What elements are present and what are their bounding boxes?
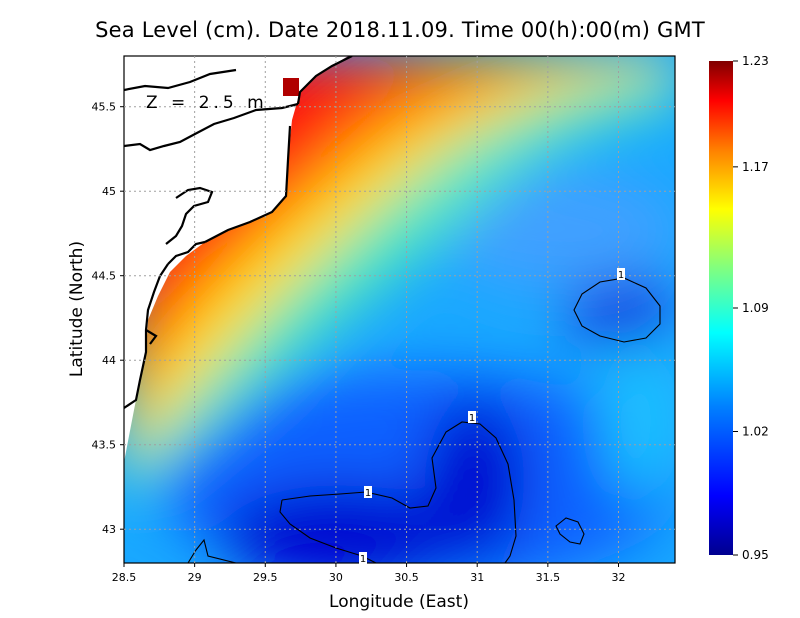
x-tick-label: 30	[329, 571, 343, 584]
contour-labels: 1 1 1 1	[359, 268, 625, 565]
colorbar-tick-label: 1.02	[742, 425, 769, 439]
contour-label-bg	[617, 268, 625, 280]
x-tick-label: 31.5	[536, 571, 561, 584]
y-tick-label: 45	[102, 185, 116, 198]
contour-label-bg	[468, 411, 476, 423]
coastline	[124, 56, 353, 409]
contour-label: 1	[360, 554, 366, 565]
heatmap-field	[124, 56, 675, 563]
x-tick-label: 31	[470, 571, 484, 584]
chart-title: Sea Level (cm). Date 2018.11.09. Time 00…	[95, 18, 705, 42]
plot-frame	[123, 55, 676, 564]
land-mass	[124, 56, 348, 462]
colorbar-tick-label: 1.23	[742, 54, 769, 68]
colorbar-tick-label: 1.17	[742, 160, 769, 174]
contour-label: 1	[365, 488, 371, 499]
depth-annotation: Z = 2.5 m	[146, 93, 268, 113]
x-tick-label: 29.5	[253, 571, 278, 584]
y-tick-label: 44	[102, 354, 116, 367]
y-tick-label: 44.5	[92, 270, 117, 283]
y-tick-label: 43	[102, 523, 116, 536]
y-axis-ticks: 43 43.5 44 44.5 45 45.5	[92, 101, 124, 536]
colorbar	[709, 61, 733, 555]
x-tick-label: 30.5	[394, 571, 419, 584]
x-tick-label: 28.5	[112, 571, 137, 584]
x-axis-label: Longitude (East)	[329, 592, 469, 612]
y-axis-label: Latitude (North)	[67, 241, 87, 377]
colorbar-tick-label: 1.09	[742, 301, 769, 315]
contour-label: 1	[469, 413, 475, 424]
x-tick-label: 29	[188, 571, 202, 584]
contour-label-bg	[364, 486, 372, 498]
y-tick-label: 43.5	[92, 439, 117, 452]
contour-label: 1	[618, 270, 624, 281]
x-axis-ticks: 28.5 29 29.5 30 30.5 31 31.5 32	[112, 563, 625, 584]
contour-label-bg	[359, 552, 367, 564]
x-tick-label: 32	[611, 571, 625, 584]
gridlines	[124, 56, 675, 563]
colorbar-ticks: 1.23 1.17 1.09 1.02 0.95	[733, 54, 769, 562]
colorbar-tick-label: 0.95	[742, 548, 769, 562]
y-tick-label: 45.5	[92, 101, 117, 114]
